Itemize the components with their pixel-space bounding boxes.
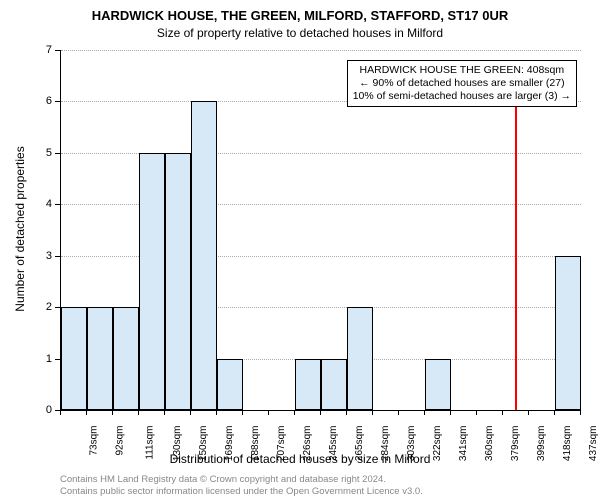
x-tick-mark bbox=[372, 410, 373, 415]
histogram-bar bbox=[425, 359, 451, 410]
annotation-line: 10% of semi-detached houses are larger (… bbox=[353, 90, 571, 103]
footnote-line-1: Contains HM Land Registry data © Crown c… bbox=[60, 474, 386, 485]
x-tick-mark bbox=[294, 410, 295, 415]
y-tick-label: 7 bbox=[32, 44, 52, 56]
x-tick-label: 418sqm bbox=[562, 426, 573, 462]
x-tick-label: 360sqm bbox=[484, 426, 495, 462]
y-tick-mark bbox=[55, 307, 60, 308]
x-tick-mark bbox=[216, 410, 217, 415]
x-tick-mark bbox=[450, 410, 451, 415]
x-tick-mark bbox=[60, 410, 61, 415]
x-tick-mark bbox=[86, 410, 87, 415]
x-tick-mark bbox=[164, 410, 165, 415]
chart-container: HARDWICK HOUSE, THE GREEN, MILFORD, STAF… bbox=[0, 0, 600, 500]
x-tick-mark bbox=[580, 410, 581, 415]
y-tick-mark bbox=[55, 101, 60, 102]
x-tick-label: 303sqm bbox=[406, 426, 417, 462]
y-tick-label: 1 bbox=[32, 353, 52, 365]
x-tick-label: 284sqm bbox=[380, 426, 391, 462]
x-tick-label: 265sqm bbox=[354, 426, 365, 462]
y-tick-mark bbox=[55, 153, 60, 154]
x-tick-mark bbox=[190, 410, 191, 415]
x-tick-label: 73sqm bbox=[89, 426, 100, 456]
x-tick-mark bbox=[528, 410, 529, 415]
x-tick-label: 92sqm bbox=[115, 426, 126, 456]
x-tick-label: 207sqm bbox=[276, 426, 287, 462]
y-tick-label: 4 bbox=[32, 198, 52, 210]
plot-area: HARDWICK HOUSE THE GREEN: 408sqm← 90% of… bbox=[60, 50, 581, 411]
x-tick-label: 437sqm bbox=[588, 426, 599, 462]
x-tick-label: 245sqm bbox=[328, 426, 339, 462]
x-tick-mark bbox=[112, 410, 113, 415]
histogram-bar bbox=[165, 153, 191, 410]
y-tick-mark bbox=[55, 256, 60, 257]
y-axis-label: Number of detached properties bbox=[13, 129, 27, 329]
histogram-bar bbox=[295, 359, 321, 410]
histogram-bar bbox=[113, 307, 139, 410]
histogram-bar bbox=[139, 153, 165, 410]
y-tick-label: 3 bbox=[32, 250, 52, 262]
histogram-bar bbox=[321, 359, 347, 410]
x-tick-label: 188sqm bbox=[250, 426, 261, 462]
y-tick-label: 2 bbox=[32, 301, 52, 313]
footnote-line-2: Contains public sector information licen… bbox=[60, 486, 423, 497]
x-tick-label: 130sqm bbox=[172, 426, 183, 462]
histogram-bar bbox=[217, 359, 243, 410]
x-tick-mark bbox=[476, 410, 477, 415]
histogram-bar bbox=[61, 307, 87, 410]
y-tick-mark bbox=[55, 50, 60, 51]
annotation-line: ← 90% of detached houses are smaller (27… bbox=[353, 77, 571, 90]
x-tick-mark bbox=[346, 410, 347, 415]
histogram-bar bbox=[87, 307, 113, 410]
y-tick-label: 5 bbox=[32, 147, 52, 159]
histogram-bar bbox=[347, 307, 373, 410]
histogram-bar bbox=[555, 256, 581, 410]
x-tick-label: 399sqm bbox=[536, 426, 547, 462]
y-tick-label: 0 bbox=[32, 404, 52, 416]
x-tick-label: 226sqm bbox=[302, 426, 313, 462]
histogram-bar bbox=[191, 101, 217, 410]
x-tick-mark bbox=[502, 410, 503, 415]
x-tick-label: 150sqm bbox=[198, 426, 209, 462]
x-tick-mark bbox=[138, 410, 139, 415]
x-tick-label: 379sqm bbox=[510, 426, 521, 462]
annotation-box: HARDWICK HOUSE THE GREEN: 408sqm← 90% of… bbox=[347, 60, 577, 107]
y-tick-mark bbox=[55, 359, 60, 360]
x-tick-label: 322sqm bbox=[432, 426, 443, 462]
x-tick-mark bbox=[554, 410, 555, 415]
x-tick-mark bbox=[242, 410, 243, 415]
x-tick-mark bbox=[424, 410, 425, 415]
x-tick-mark bbox=[320, 410, 321, 415]
annotation-line: HARDWICK HOUSE THE GREEN: 408sqm bbox=[353, 64, 571, 77]
x-tick-mark bbox=[268, 410, 269, 415]
marker-line bbox=[515, 101, 517, 410]
gridline bbox=[61, 50, 581, 51]
x-tick-mark bbox=[398, 410, 399, 415]
chart-title-sub: Size of property relative to detached ho… bbox=[0, 26, 600, 40]
y-tick-mark bbox=[55, 204, 60, 205]
x-tick-label: 111sqm bbox=[145, 426, 156, 460]
chart-title-main: HARDWICK HOUSE, THE GREEN, MILFORD, STAF… bbox=[0, 8, 600, 23]
x-tick-label: 169sqm bbox=[224, 426, 235, 462]
y-tick-label: 6 bbox=[32, 95, 52, 107]
x-tick-label: 341sqm bbox=[458, 426, 469, 462]
